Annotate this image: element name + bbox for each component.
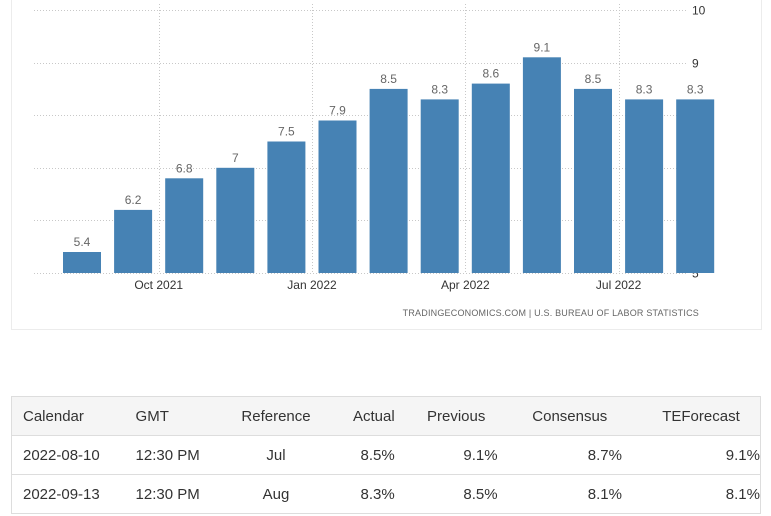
y-tick-label: 10 <box>692 4 706 18</box>
bar <box>216 167 255 273</box>
bar-value-label: 8.3 <box>431 82 448 96</box>
bar-value-label: 7.5 <box>278 125 295 139</box>
bar <box>420 99 459 274</box>
bar <box>471 83 510 273</box>
cell-actual: 8.5% <box>323 435 395 475</box>
x-tick-label: Apr 2022 <box>441 278 490 292</box>
header-consensus: Consensus <box>497 396 622 436</box>
table-row: 2022-08-10 12:30 PM Jul 8.5% 9.1% 8.7% 9… <box>11 435 761 475</box>
cell-gmt: 12:30 PM <box>135 474 229 514</box>
calendar-header-row: Calendar GMT Reference Actual Previous C… <box>11 396 761 436</box>
bar <box>318 120 357 273</box>
bar-value-label: 8.5 <box>380 72 397 86</box>
cell-date: 2022-09-13 <box>11 474 136 514</box>
bar <box>625 99 664 274</box>
cell-gmt: 12:30 PM <box>135 435 229 475</box>
chart-panel: 56789105.46.26.877.57.98.58.38.69.18.58.… <box>11 0 762 330</box>
cell-reference: Aug <box>228 474 324 514</box>
bar-value-label: 8.5 <box>585 72 602 86</box>
header-previous: Previous <box>394 396 498 436</box>
bar <box>676 99 715 274</box>
cell-date: 2022-08-10 <box>11 435 136 475</box>
bar-value-label: 7.9 <box>329 104 346 118</box>
bar-value-label: 7 <box>232 151 239 165</box>
x-tick-label: Oct 2021 <box>134 278 183 292</box>
y-tick-label: 5 <box>692 267 699 281</box>
cell-teforecast: 9.1% <box>621 435 761 475</box>
bar <box>63 252 101 273</box>
bar-value-label: 9.1 <box>534 40 551 54</box>
cell-previous: 8.5% <box>394 474 498 514</box>
bar-value-label: 5.4 <box>74 235 91 249</box>
table-row: 2022-09-13 12:30 PM Aug 8.3% 8.5% 8.1% 8… <box>11 474 761 514</box>
cell-teforecast: 8.1% <box>621 474 761 514</box>
bar-value-label: 8.6 <box>482 67 499 81</box>
bar <box>114 209 153 273</box>
x-tick-label: Jul 2022 <box>596 278 642 292</box>
header-actual: Actual <box>323 396 395 436</box>
header-teforecast: TEForecast <box>621 396 761 436</box>
bar <box>267 141 306 273</box>
bar-value-label: 6.2 <box>125 193 142 207</box>
calendar-table: Calendar GMT Reference Actual Previous C… <box>11 396 761 514</box>
bar-chart: 56789105.46.26.877.57.98.58.38.69.18.58.… <box>34 4 715 292</box>
header-gmt: GMT <box>135 396 229 436</box>
cell-actual: 8.3% <box>323 474 395 514</box>
x-tick-label: Jan 2022 <box>287 278 337 292</box>
bar <box>522 57 561 273</box>
bar <box>369 88 408 274</box>
bar <box>165 178 204 273</box>
bar-value-label: 6.8 <box>176 161 193 175</box>
bar <box>574 88 612 274</box>
header-reference: Reference <box>228 396 324 436</box>
chart-source[interactable]: TRADINGECONOMICS.COM | U.S. BUREAU OF LA… <box>402 308 699 318</box>
cell-previous: 9.1% <box>394 435 498 475</box>
bar-value-label: 8.3 <box>687 82 704 96</box>
cell-consensus: 8.7% <box>497 435 622 475</box>
cell-consensus: 8.1% <box>497 474 622 514</box>
cell-reference: Jul <box>228 435 324 475</box>
bar-value-label: 8.3 <box>636 82 653 96</box>
header-calendar: Calendar <box>11 396 136 436</box>
y-tick-label: 9 <box>692 57 699 71</box>
